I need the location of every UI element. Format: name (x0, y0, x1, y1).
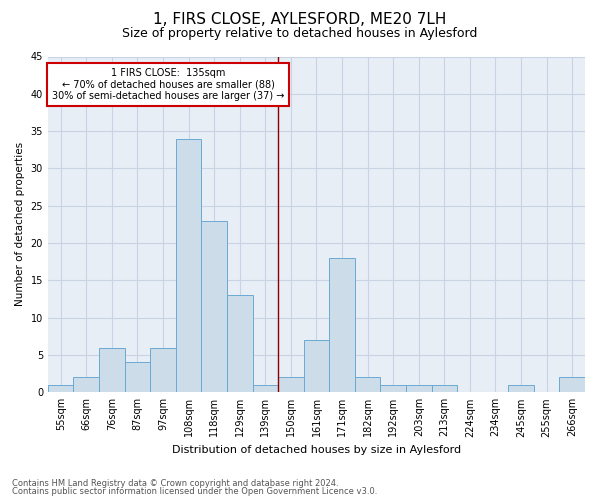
Bar (150, 348, 176, 393)
Bar (227, 296, 253, 392)
Bar (406, 385, 431, 392)
Text: 1, FIRS CLOSE, AYLESFORD, ME20 7LH: 1, FIRS CLOSE, AYLESFORD, ME20 7LH (154, 12, 446, 28)
Y-axis label: Number of detached properties: Number of detached properties (15, 142, 25, 306)
Bar (125, 362, 150, 392)
X-axis label: Distribution of detached houses by size in Aylesford: Distribution of detached houses by size … (172, 445, 461, 455)
Text: Contains HM Land Registry data © Crown copyright and database right 2024.: Contains HM Land Registry data © Crown c… (12, 478, 338, 488)
Bar (508, 385, 534, 392)
Bar (380, 385, 406, 392)
Bar (278, 378, 304, 392)
Bar (176, 138, 202, 392)
Bar (253, 385, 278, 392)
Bar (202, 220, 227, 392)
Bar (73, 378, 99, 392)
Bar (329, 258, 355, 392)
Bar (559, 378, 585, 392)
Bar (48, 385, 73, 392)
Bar (355, 378, 380, 392)
Bar (99, 348, 125, 393)
Bar (304, 340, 329, 392)
Text: Contains public sector information licensed under the Open Government Licence v3: Contains public sector information licen… (12, 487, 377, 496)
Bar (431, 385, 457, 392)
Text: 1 FIRS CLOSE:  135sqm
← 70% of detached houses are smaller (88)
30% of semi-deta: 1 FIRS CLOSE: 135sqm ← 70% of detached h… (52, 68, 284, 101)
Text: Size of property relative to detached houses in Aylesford: Size of property relative to detached ho… (122, 28, 478, 40)
